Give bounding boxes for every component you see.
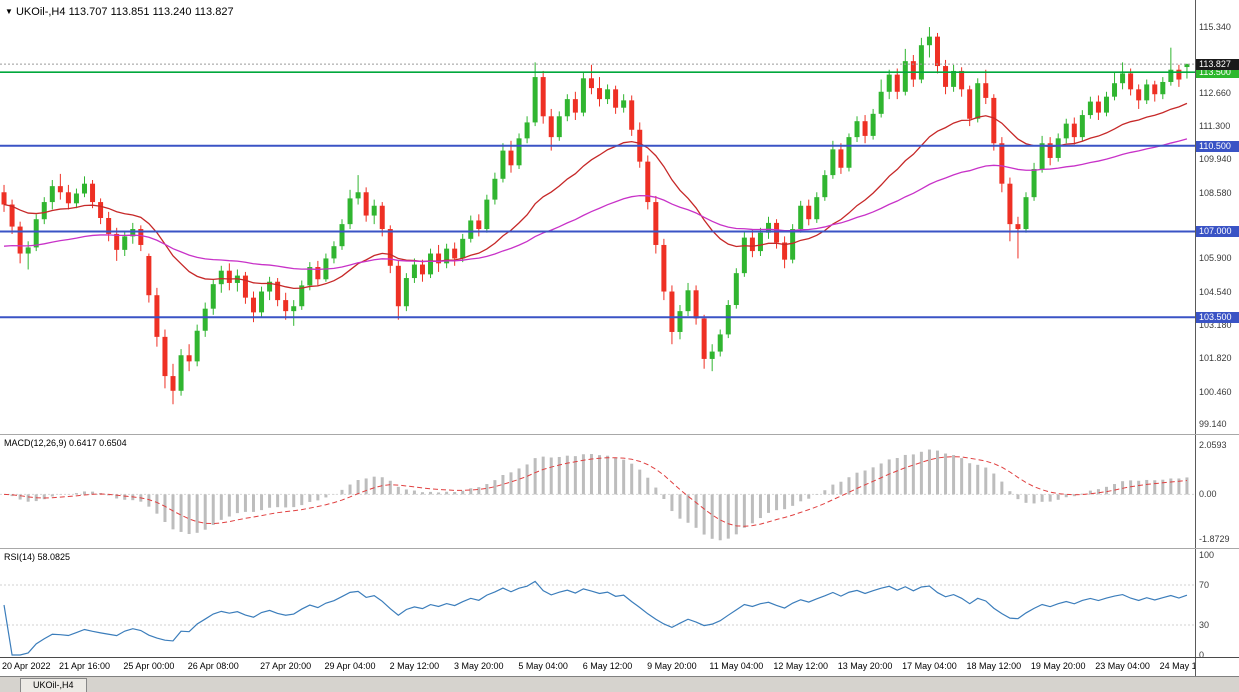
panel-separator <box>0 548 1239 549</box>
rsi-scale-label: 70 <box>1199 580 1210 590</box>
macd-histogram <box>10 449 1189 541</box>
time-axis-label: 26 Apr 08:00 <box>187 661 239 671</box>
rsi-chart[interactable] <box>0 549 1195 658</box>
macd-chart[interactable] <box>0 435 1195 549</box>
time-axis-label: 5 May 04:00 <box>518 661 568 671</box>
rsi-line <box>3 580 1188 656</box>
price-tick-label: 109.940 <box>1199 154 1232 165</box>
level-price-badge: 113.500 <box>1196 67 1239 79</box>
price-tick-label: 112.660 <box>1199 87 1231 98</box>
chart-ohlc-header: ▼ UKOil-,H4 113.707 113.851 113.240 113.… <box>5 6 234 18</box>
last-price-badge: 113.827 <box>1196 59 1239 71</box>
time-axis-label: 3 May 20:00 <box>454 661 504 671</box>
price-tick-label: 103.180 <box>1199 320 1232 331</box>
rsi-header: RSI(14) 58.0825 <box>4 552 70 562</box>
price-tick-label: 115.340 <box>1199 22 1231 33</box>
time-axis-label: 25 Apr 00:00 <box>123 661 175 671</box>
time-axis-label: 9 May 20:00 <box>647 661 697 671</box>
chart-symbol-period: UKOil-,H4 <box>15 6 66 18</box>
time-axis[interactable]: 20 Apr 2022 21 Apr 16:00 25 Apr 00:00 26 Ap… <box>0 658 1214 676</box>
chart-tabs-bar: UKOil-,H4 <box>0 676 1239 692</box>
symbol-dropdown-icon[interactable]: ▼ <box>5 7 13 16</box>
time-axis-label: 20 Apr 2022 <box>2 661 51 671</box>
time-axis-label: 19 May 20:00 <box>1030 661 1086 671</box>
price-tick-label: 111.300 <box>1199 121 1231 132</box>
time-axis-label: 17 May 04:00 <box>902 661 957 671</box>
rsi-value: 58.0825 <box>37 552 71 562</box>
time-axis-label: 2 May 12:00 <box>389 661 440 671</box>
ohlc-high: 113.851 <box>110 6 150 18</box>
axis-separator <box>0 657 1239 658</box>
macd-label: MACD(12,26,9) <box>4 438 67 448</box>
time-axis-label: 6 May 12:00 <box>582 661 633 671</box>
time-axis-label: 11 May 04:00 <box>709 661 764 671</box>
level-price-badge: 110.500 <box>1196 140 1239 152</box>
macd-scale-label: 2.0593 <box>1199 440 1227 451</box>
time-axis-label: 13 May 20:00 <box>837 661 893 671</box>
time-axis-label: 29 Apr 04:00 <box>324 661 376 671</box>
candles <box>1 27 1190 405</box>
price-scale[interactable]: 115.340 112.660 111.300 109.940 108.580 105.9… <box>1195 0 1239 676</box>
price-tick-label: 105.900 <box>1199 253 1232 264</box>
ma-fast-line <box>3 102 1188 290</box>
macd-values: 0.6417 0.6504 <box>69 438 127 448</box>
rsi-scale-label: 0 <box>1199 650 1205 660</box>
price-tick-label: 104.540 <box>1199 286 1232 297</box>
macd-signal-line <box>4 456 1187 527</box>
price-chart-panel[interactable]: ▼ UKOil-,H4 113.707 113.851 113.240 113.… <box>0 0 1195 435</box>
price-tick-label: 99.140 <box>1199 419 1227 430</box>
price-tick-label: 100.460 <box>1199 386 1232 397</box>
price-tick-label: 101.820 <box>1199 353 1232 364</box>
ohlc-open: 113.707 <box>68 6 108 18</box>
macd-header: MACD(12,26,9) 0.6417 0.6504 <box>4 438 127 448</box>
macd-indicator-panel[interactable]: MACD(12,26,9) 0.6417 0.6504 <box>0 435 1195 549</box>
ma-slow-line <box>3 138 1188 270</box>
macd-scale-label: 0.00 <box>1199 489 1217 500</box>
rsi-scale-label: 100 <box>1199 550 1215 560</box>
level-price-badge: 107.000 <box>1196 226 1239 238</box>
rsi-label: RSI(14) <box>4 552 36 562</box>
price-tick-label: 108.580 <box>1199 187 1232 198</box>
ohlc-low: 113.240 <box>152 6 192 18</box>
macd-scale-label: -1.8729 <box>1199 534 1230 545</box>
chart-tab-ukoil[interactable]: UKOil-,H4 <box>20 678 87 692</box>
time-axis-label: 12 May 12:00 <box>773 661 828 671</box>
ohlc-close: 113.827 <box>194 6 234 18</box>
level-price-badge: 103.500 <box>1196 312 1239 324</box>
time-axis-label: 27 Apr 20:00 <box>260 661 312 671</box>
rsi-indicator-panel[interactable]: RSI(14) 58.0825 <box>0 549 1195 658</box>
time-axis-label: 18 May 12:00 <box>966 661 1022 671</box>
candlestick-chart[interactable] <box>0 0 1195 435</box>
rsi-scale-label: 30 <box>1199 620 1210 630</box>
time-axis-label: 23 May 04:00 <box>1095 661 1150 671</box>
panel-separator <box>0 434 1239 435</box>
time-axis-label: 21 Apr 16:00 <box>58 661 111 671</box>
time-axis-label: 24 May 12:00 <box>1159 661 1215 671</box>
